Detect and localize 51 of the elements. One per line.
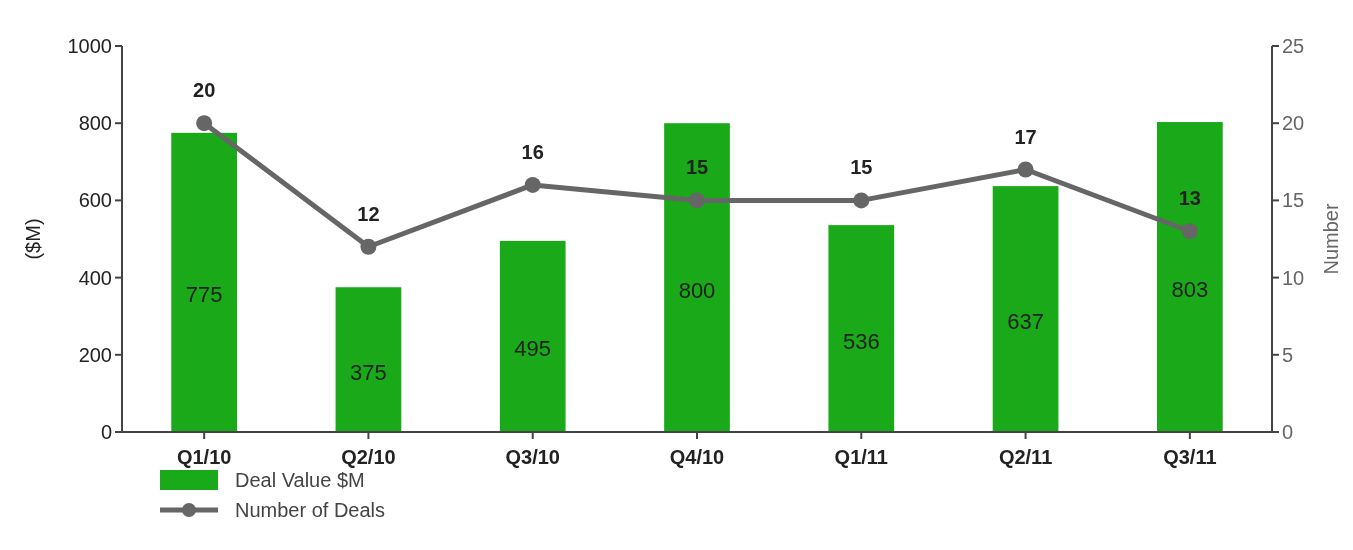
y2-tick-label: 20 xyxy=(1282,112,1305,135)
data-label: 775 xyxy=(185,282,223,308)
y-tick-label: 600 xyxy=(78,189,112,212)
y2-tick-label: 5 xyxy=(1282,343,1294,366)
bar xyxy=(828,225,895,432)
x-tick-label: Q4/10 xyxy=(669,446,725,468)
y-tick-label: 800 xyxy=(78,112,112,135)
y2-tick-label: 15 xyxy=(1282,189,1305,212)
y2-tick-label: 0 xyxy=(1282,421,1294,443)
y-tick-label: 1000 xyxy=(67,35,112,57)
bar xyxy=(664,123,730,432)
data-label: 637 xyxy=(1007,309,1044,335)
data-label: 800 xyxy=(678,277,716,303)
point xyxy=(196,115,213,132)
point xyxy=(524,176,541,193)
bar xyxy=(1157,122,1223,432)
bar xyxy=(992,186,1059,432)
data-label: 803 xyxy=(1171,277,1209,303)
data-label: 15 xyxy=(685,156,709,179)
point xyxy=(853,192,870,209)
bar xyxy=(335,287,402,432)
legend-label: Number of Deals xyxy=(235,499,386,521)
point xyxy=(689,192,705,209)
data-label: 13 xyxy=(1178,187,1201,210)
bar xyxy=(499,240,566,432)
legend-label: Deal Value $M xyxy=(235,469,365,491)
point xyxy=(1017,161,1034,178)
point xyxy=(1181,223,1198,240)
x-tick-label: Q1/10 xyxy=(176,446,232,468)
data-label: 536 xyxy=(842,328,880,354)
y-tick-label: 200 xyxy=(78,343,112,366)
y2-tick-label: 10 xyxy=(1282,266,1305,289)
y-axis-title: ($M) xyxy=(22,218,44,260)
x-tick-label: Q3/10 xyxy=(505,446,560,468)
point xyxy=(360,238,377,255)
data-label: 375 xyxy=(350,359,387,385)
y-tick-label: 400 xyxy=(78,266,112,289)
y2-axis-title: Number xyxy=(1320,203,1342,275)
data-label: 495 xyxy=(514,336,552,362)
x-tick-label: Q1/11 xyxy=(834,446,888,468)
bar xyxy=(171,132,237,432)
data-label: 15 xyxy=(850,156,873,179)
y2-tick-label: 25 xyxy=(1282,35,1305,57)
data-label: 16 xyxy=(521,140,544,163)
data-label: 17 xyxy=(1014,125,1037,148)
x-tick-label: Q3/11 xyxy=(1163,446,1217,468)
x-tick-label: Q2/10 xyxy=(341,446,396,468)
data-label: 12 xyxy=(357,202,380,225)
data-label: 20 xyxy=(193,79,216,102)
y-tick-label: 0 xyxy=(100,421,112,443)
x-tick-label: Q2/11 xyxy=(998,446,1053,468)
